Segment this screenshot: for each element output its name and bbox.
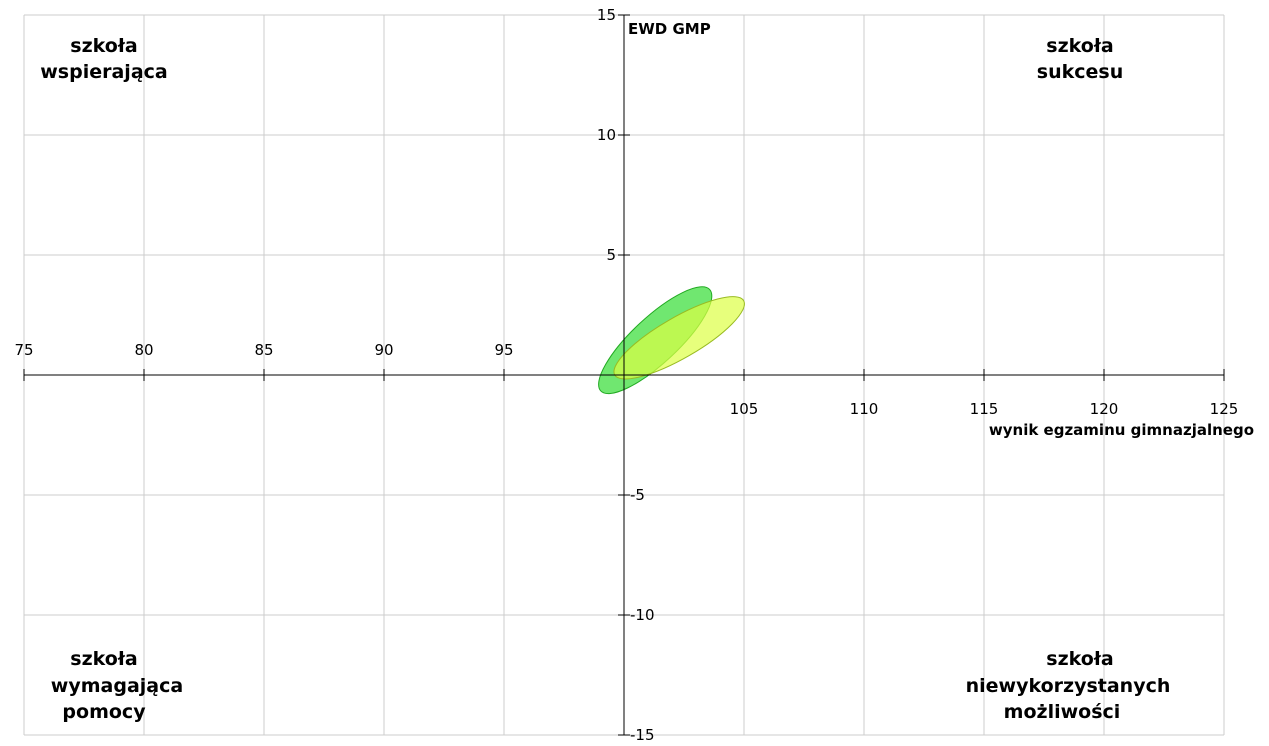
- quadrant-bottom-left-line-3: pomocy: [62, 701, 146, 723]
- y-tick-label-5: 5: [606, 246, 616, 264]
- quadrant-top-left-line-1: szkoła: [70, 35, 137, 57]
- confidence-ellipses: [598, 286, 745, 395]
- quadrant-top-left-line-2: wspierająca: [40, 61, 167, 83]
- y-tick-label-15: 15: [597, 6, 616, 24]
- x-axis-label: wynik egzaminu gimnazjalnego: [989, 421, 1254, 439]
- x-tick-label-120: 120: [1090, 400, 1119, 418]
- x-tick-label-105: 105: [730, 400, 759, 418]
- quadrant-top-right-line-2: sukcesu: [1037, 61, 1123, 83]
- x-tick-label-85: 85: [254, 341, 273, 359]
- axes: [23, 14, 1225, 736]
- x-tick-label-115: 115: [970, 400, 999, 418]
- x-tick-label-80: 80: [134, 341, 153, 359]
- x-tick-labels: 75 80 85 90 95 105 110 115 120 125: [14, 341, 1238, 418]
- quadrant-bottom-left-line-1: szkoła: [70, 648, 137, 670]
- y-tick-labels: 15 10 5 -5 -10 -15: [597, 6, 655, 744]
- quadrant-bottom-right-line-2: niewykorzystanych: [966, 675, 1171, 697]
- x-tick-label-95: 95: [494, 341, 513, 359]
- x-tick-label-90: 90: [374, 341, 393, 359]
- quadrant-bottom-left-line-2: wymagająca: [51, 675, 183, 697]
- y-tick-label--15: -15: [630, 726, 655, 744]
- quadrant-bottom-right-line-3: możliwości: [1004, 701, 1121, 723]
- quadrant-top-right-line-1: szkoła: [1046, 35, 1113, 57]
- x-tick-label-110: 110: [850, 400, 879, 418]
- y-tick-label-10: 10: [597, 126, 616, 144]
- y-tick-label--10: -10: [630, 606, 655, 624]
- quadrant-bottom-right-line-1: szkoła: [1046, 648, 1113, 670]
- y-tick-label--5: -5: [630, 486, 645, 504]
- x-tick-label-125: 125: [1210, 400, 1239, 418]
- y-axis-label: EWD GMP: [628, 20, 711, 38]
- x-tick-label-75: 75: [14, 341, 33, 359]
